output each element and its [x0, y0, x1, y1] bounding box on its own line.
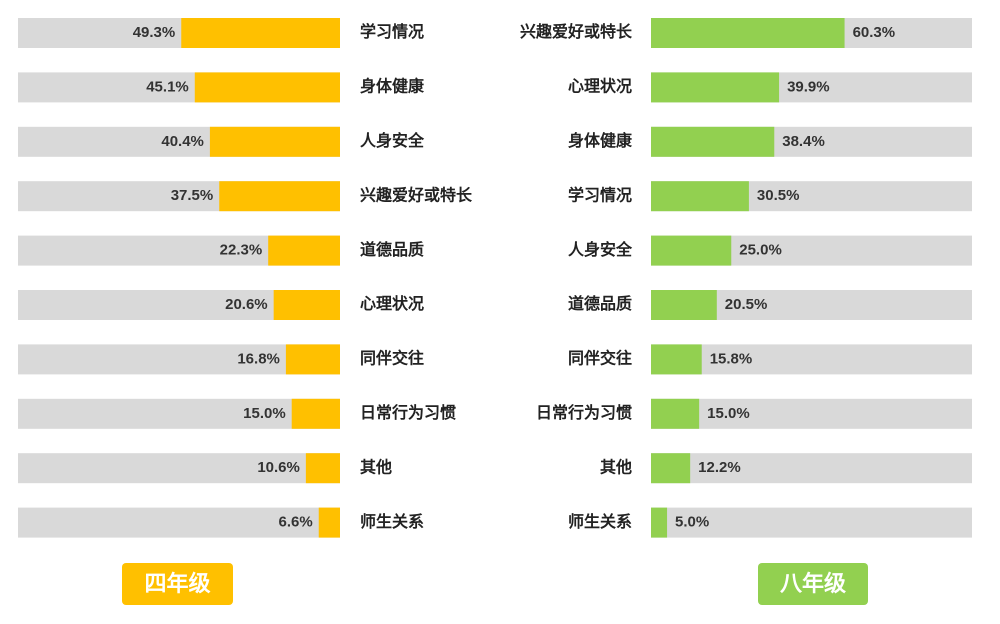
- category-label: 日常行为习惯: [536, 403, 632, 422]
- bar: [194, 72, 340, 103]
- bar-track: [651, 453, 972, 484]
- category-label: 日常行为习惯: [360, 403, 456, 422]
- value-label: 6.6%: [279, 514, 313, 531]
- bar: [268, 235, 340, 266]
- bar: [305, 453, 340, 484]
- value-label: 38.4%: [782, 133, 825, 150]
- badge: [122, 563, 233, 605]
- bar-track: [651, 398, 972, 429]
- bar: [651, 290, 717, 320]
- category-label: 学习情况: [360, 22, 424, 41]
- category-label: 人身安全: [360, 131, 425, 150]
- bar: [651, 453, 691, 484]
- value-label: 39.9%: [787, 78, 830, 95]
- value-label: 15.0%: [707, 405, 750, 422]
- value-label: 30.5%: [757, 187, 800, 204]
- bar: [291, 398, 340, 429]
- category-label: 其他: [360, 457, 392, 476]
- bar-track: [18, 507, 340, 538]
- bar-track: [18, 453, 340, 484]
- value-label: 40.4%: [161, 133, 204, 150]
- bar: [651, 235, 732, 266]
- value-label: 15.8%: [710, 350, 753, 367]
- bar: [651, 398, 700, 429]
- value-label: 25.0%: [739, 242, 782, 259]
- value-label: 37.5%: [171, 187, 214, 204]
- bar: [181, 18, 340, 48]
- category-label: 师生关系: [360, 512, 424, 531]
- bar: [651, 507, 668, 538]
- category-label: 道德品质: [568, 294, 632, 313]
- value-label: 5.0%: [675, 514, 709, 531]
- bar: [209, 126, 340, 157]
- category-label: 身体健康: [360, 77, 425, 96]
- bar: [651, 126, 775, 157]
- value-label: 20.6%: [225, 296, 268, 313]
- value-label: 45.1%: [146, 78, 189, 95]
- category-label: 兴趣爱好或特长: [520, 22, 633, 41]
- value-label: 16.8%: [237, 350, 280, 367]
- value-label: 20.5%: [725, 296, 768, 313]
- category-label: 心理状况: [568, 77, 632, 96]
- badge: [758, 563, 868, 605]
- value-label: 22.3%: [220, 242, 263, 259]
- bar: [273, 290, 340, 320]
- bar: [219, 181, 340, 212]
- category-label: 其他: [600, 457, 632, 476]
- category-label: 师生关系: [568, 512, 632, 531]
- value-label: 15.0%: [243, 405, 286, 422]
- bar-track: [651, 507, 972, 538]
- category-label: 人身安全: [568, 240, 633, 259]
- value-label: 60.3%: [853, 24, 896, 41]
- category-label: 身体健康: [568, 131, 633, 150]
- value-label: 10.6%: [257, 459, 300, 476]
- category-label: 道德品质: [360, 240, 424, 259]
- category-label: 同伴交往: [568, 349, 632, 368]
- category-label: 心理状况: [360, 294, 424, 313]
- category-label: 学习情况: [568, 185, 632, 204]
- bar: [318, 507, 340, 538]
- chart-title: 八年级: [780, 571, 846, 596]
- bar: [651, 181, 749, 212]
- category-label: 同伴交往: [360, 349, 424, 368]
- bar: [285, 344, 340, 375]
- bar: [651, 18, 845, 48]
- bar: [651, 72, 780, 103]
- bar-track: [651, 344, 972, 375]
- chart-title: 四年级: [144, 571, 210, 596]
- value-label: 49.3%: [133, 24, 176, 41]
- bar: [651, 344, 702, 375]
- bar-track: [18, 398, 340, 429]
- value-label: 12.2%: [698, 459, 741, 476]
- category-label: 兴趣爱好或特长: [360, 185, 473, 204]
